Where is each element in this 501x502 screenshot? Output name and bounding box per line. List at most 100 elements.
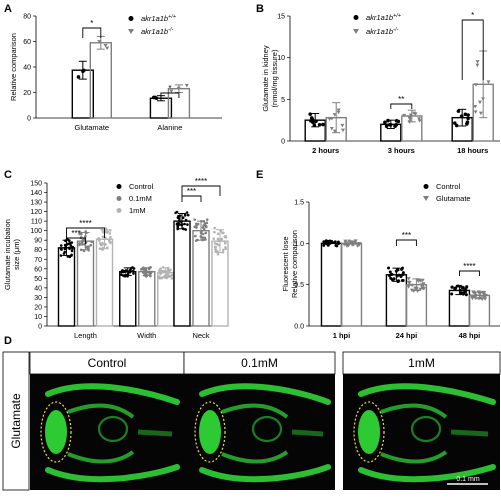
y-axis-label: (nmol/mg tissure)	[270, 49, 279, 107]
y-tick-label: 50	[34, 276, 42, 283]
bar-control	[385, 274, 408, 327]
data-point	[486, 80, 491, 84]
data-point	[461, 292, 465, 296]
y-tick-label: 80	[23, 14, 31, 21]
data-point	[475, 63, 480, 68]
data-point	[406, 285, 411, 289]
legend-label: akr1a1b+/+	[366, 13, 402, 22]
data-point	[327, 117, 332, 122]
data-point	[224, 246, 227, 249]
data-point	[480, 297, 485, 301]
data-point	[101, 235, 105, 239]
legend-label-sup: -/-	[168, 27, 173, 33]
data-point	[59, 244, 63, 247]
significance-label: ***	[71, 229, 80, 238]
data-point	[145, 274, 149, 278]
data-point	[108, 229, 112, 232]
green-structure	[358, 464, 496, 483]
y-tick-label: 30	[34, 295, 42, 302]
data-point	[384, 124, 389, 129]
image-title: 0.1mM	[241, 356, 278, 370]
data-point	[483, 297, 488, 301]
data-point	[160, 276, 163, 280]
data-point	[200, 219, 203, 223]
bar-01mm	[138, 270, 156, 327]
data-point	[143, 272, 147, 275]
data-point	[311, 120, 315, 124]
data-point	[344, 242, 349, 246]
significance-bracket	[461, 19, 484, 80]
data-point	[196, 238, 199, 242]
y-axis-label: size (μm)	[12, 239, 21, 270]
data-point	[465, 120, 470, 124]
data-point	[350, 243, 355, 247]
data-point	[216, 232, 220, 236]
green-structure	[97, 415, 129, 443]
data-point	[481, 97, 486, 101]
legend-label: akr1a1b-/-	[141, 27, 173, 36]
data-point	[391, 278, 395, 282]
data-point	[69, 244, 73, 247]
y-tick-label: 0	[281, 139, 285, 146]
legend-marker	[353, 15, 359, 20]
y-axis-label: Glutamate incubation	[3, 219, 12, 290]
data-point	[205, 225, 208, 229]
data-point	[216, 253, 220, 256]
data-point	[183, 213, 187, 217]
green-structure	[251, 415, 283, 443]
significance-label: ***	[187, 187, 196, 196]
data-point	[204, 231, 208, 235]
data-point	[184, 83, 189, 88]
legend-label-sup: +/+	[168, 14, 177, 20]
row-label-box	[2, 351, 30, 491]
data-point	[317, 122, 322, 127]
data-point	[219, 229, 223, 233]
legend-label-base: 1mM	[129, 206, 146, 215]
data-point	[107, 239, 111, 242]
data-point	[78, 242, 81, 245]
legend-label-base: akr1a1b	[366, 13, 393, 22]
data-point	[450, 292, 454, 296]
data-point	[170, 277, 174, 280]
y-tick-label: 20	[23, 90, 31, 97]
panel-label-b: B	[256, 3, 264, 15]
y-axis-label: Relative comparison	[290, 230, 299, 298]
data-point	[335, 244, 339, 248]
data-point	[149, 271, 152, 275]
legend-marker	[128, 29, 134, 34]
data-point	[149, 274, 152, 278]
significance-bracket	[390, 103, 413, 109]
chart-b: 0 5 10 15 Glutamate in kidney (nmol/mg tissur…	[261, 11, 500, 155]
legend-label-base: akr1a1b	[366, 27, 393, 36]
green-structure	[199, 383, 331, 405]
data-point	[406, 280, 411, 285]
data-point	[401, 271, 405, 275]
image-title: Control	[88, 356, 127, 370]
green-structure	[67, 403, 135, 419]
green-structure	[137, 429, 173, 437]
data-point	[336, 108, 341, 112]
data-point	[89, 243, 93, 247]
data-point	[81, 69, 85, 73]
data-point	[322, 243, 326, 247]
y-tick-label: 110	[31, 219, 42, 226]
data-point	[220, 237, 224, 241]
data-point	[146, 270, 149, 274]
data-point	[413, 112, 418, 116]
data-point	[393, 124, 397, 129]
chart-e: 0.0 0.5 1.0 1.5 Fluorescent lose Relative com…	[281, 182, 500, 340]
data-point	[344, 244, 349, 248]
data-point	[411, 289, 416, 293]
y-tick-label: 90	[34, 238, 42, 245]
panel-label-e: E	[256, 169, 263, 181]
x-category-label: 18 hours	[457, 146, 488, 155]
data-point	[212, 237, 215, 240]
significance-label: ****	[195, 177, 207, 186]
data-point	[109, 241, 112, 245]
bar-glutamate	[340, 242, 363, 327]
data-point	[184, 228, 187, 231]
data-point	[147, 266, 151, 270]
data-point	[224, 241, 227, 245]
data-point	[214, 249, 218, 252]
